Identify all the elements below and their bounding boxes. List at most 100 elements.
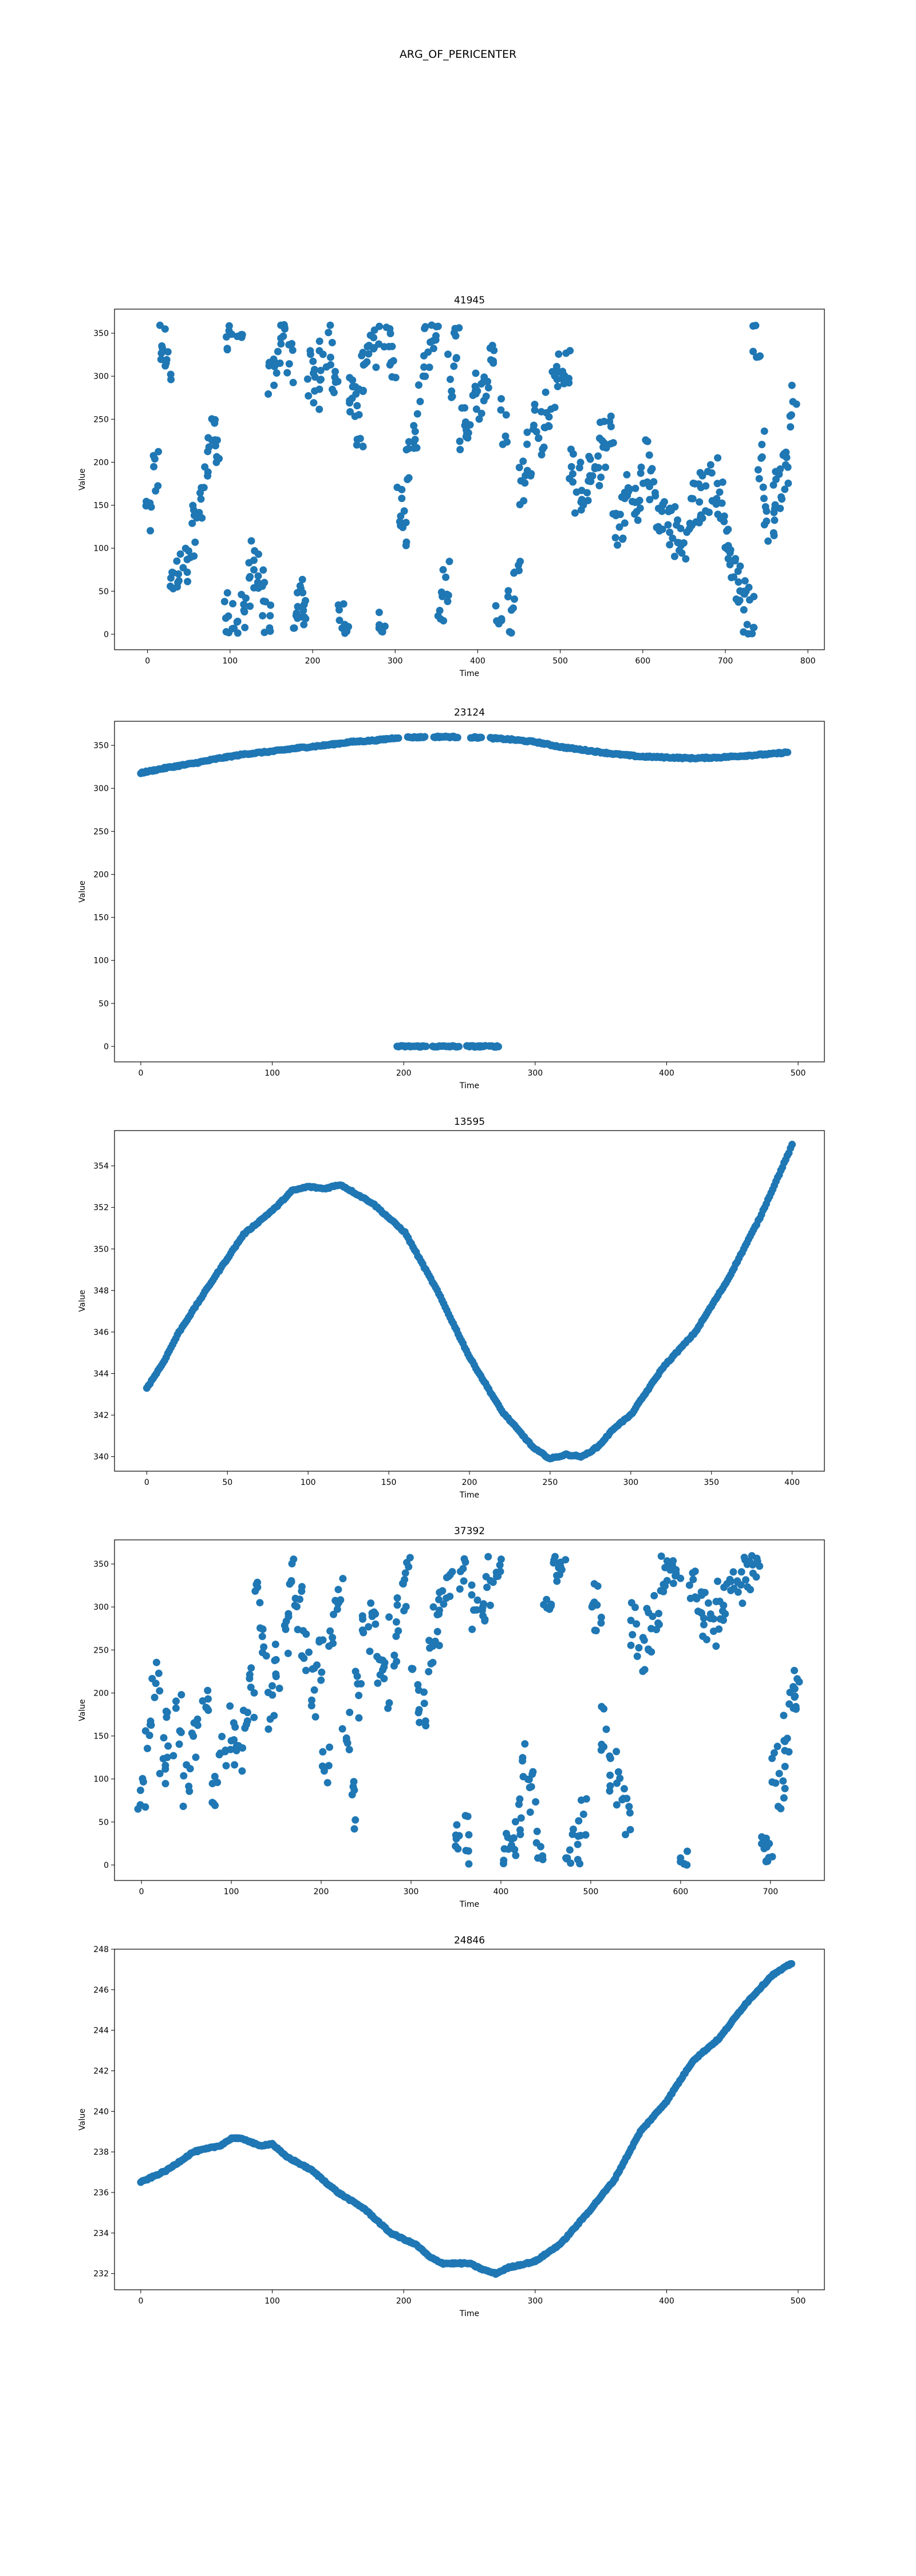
scatter-point — [334, 1586, 342, 1594]
x-axis-label: Time — [459, 1491, 479, 1500]
y-tick-label: 50 — [98, 999, 109, 1009]
scatter-point — [190, 1719, 198, 1727]
scatter-point — [313, 1661, 321, 1669]
scatter-point — [499, 440, 507, 448]
scatter-point — [620, 1785, 628, 1793]
scatter-point — [181, 544, 189, 552]
scatter-point — [702, 482, 710, 490]
x-tick-label: 400 — [659, 2297, 674, 2306]
scatter-point — [298, 575, 306, 583]
scatter-point — [250, 1713, 258, 1721]
scatter-point — [260, 629, 269, 637]
scatter-point — [465, 1831, 473, 1839]
scatter-point — [370, 334, 378, 342]
scatter-point — [359, 442, 367, 451]
scatter-point — [560, 372, 568, 380]
scatter-point — [433, 1627, 441, 1635]
scatter-point — [246, 572, 254, 580]
scatter-point — [439, 566, 447, 574]
scatter-point — [637, 469, 645, 477]
scatter-point — [645, 451, 653, 459]
scatter-point — [742, 1576, 750, 1584]
scatter-point — [435, 1595, 443, 1603]
scatter-point — [167, 370, 175, 378]
scatter-point — [201, 463, 209, 471]
scatter-point — [531, 406, 539, 414]
scatter-point — [144, 1744, 151, 1752]
y-tick-label: 348 — [93, 1286, 109, 1295]
scatter-point — [750, 592, 758, 600]
y-tick-label: 344 — [93, 1369, 109, 1378]
scatter-point — [262, 598, 270, 606]
scatter-point — [720, 517, 728, 526]
scatter-point — [256, 1599, 264, 1607]
scatter-point — [204, 1686, 212, 1694]
x-tick-label: 200 — [305, 657, 321, 666]
scatter-point — [647, 467, 655, 475]
scatter-point — [196, 489, 204, 497]
scatter-point — [781, 1763, 789, 1771]
scatter-point — [765, 1840, 773, 1848]
x-axis-label: Time — [459, 669, 479, 678]
scatter-point — [631, 510, 639, 518]
scatter-point — [698, 472, 706, 480]
x-tick-label: 0 — [138, 1069, 143, 1078]
scatter-point — [521, 1740, 529, 1748]
scatter-point — [355, 411, 363, 418]
scatter-point — [694, 1607, 702, 1615]
scatter-point — [783, 453, 791, 461]
scatter-point — [685, 1581, 693, 1589]
y-tick-label: 300 — [93, 784, 109, 793]
chart-panel-24846: 24846 0 100 200 300 400 500 232 234 236 238 240 242 2… — [78, 1935, 825, 2318]
scatter-point — [492, 602, 500, 610]
scatter-point — [477, 409, 485, 417]
scatter-point — [410, 422, 418, 430]
y-tick-label: 238 — [93, 2148, 109, 2157]
scatter-point — [421, 1717, 429, 1725]
scatter-point — [592, 1627, 600, 1634]
scatter-point — [444, 598, 452, 606]
scatter-point — [464, 434, 472, 442]
scatter-point — [254, 572, 262, 580]
scatter-point — [175, 570, 183, 578]
scatter-point — [164, 348, 172, 356]
scatter-point — [714, 1577, 721, 1585]
scatter-point — [660, 1587, 668, 1595]
scatter-point — [366, 1647, 374, 1656]
scatter-point — [453, 1821, 461, 1829]
scatter-point — [625, 488, 632, 496]
scatter-point — [519, 457, 527, 465]
scatter-point — [349, 383, 357, 391]
scatter-point — [567, 463, 575, 471]
scatter-point — [264, 390, 273, 398]
scatter-point — [296, 1595, 303, 1603]
y-tick-label: 300 — [93, 372, 109, 381]
scatter-point — [169, 1752, 177, 1760]
scatter-point — [226, 1702, 234, 1710]
scatter-point — [326, 353, 334, 361]
scatter-point — [551, 1552, 559, 1560]
scatter-point — [473, 1596, 481, 1604]
scatter-point — [508, 1842, 515, 1849]
scatter-point — [481, 1617, 489, 1625]
scatter-point — [159, 344, 167, 352]
scatter-point — [288, 1560, 296, 1568]
x-tick-label: 400 — [784, 1478, 800, 1487]
scatter-point — [293, 609, 301, 617]
scatter-point — [183, 568, 191, 576]
scatter-point — [180, 1772, 188, 1780]
scatter-point — [598, 1740, 606, 1748]
y-tick-label: 236 — [93, 2188, 109, 2198]
scatter-point — [706, 1610, 714, 1618]
scatter-point — [542, 388, 550, 396]
scatter-point — [623, 471, 631, 479]
scatter-point — [266, 1715, 274, 1723]
scatter-point — [228, 625, 236, 633]
scatter-point — [374, 1679, 382, 1687]
scatter-point — [670, 1566, 678, 1574]
scatter-point — [205, 443, 213, 451]
scatter-point — [780, 1794, 788, 1802]
scatter-point — [242, 594, 250, 602]
scatter-point — [190, 552, 198, 560]
scatter-point — [511, 568, 519, 576]
